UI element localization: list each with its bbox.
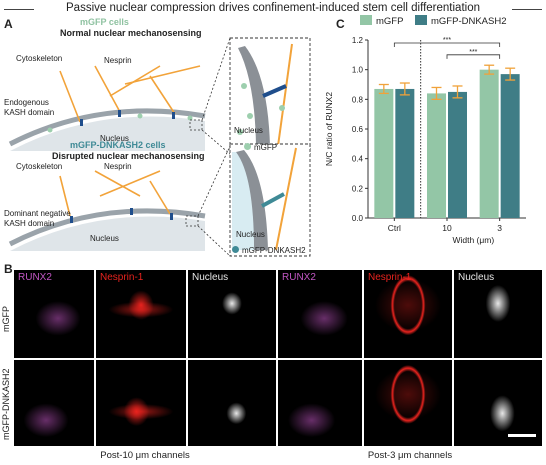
- panel-a-label: A: [4, 17, 13, 31]
- micrograph-0-1: Nesprin-1: [96, 270, 186, 358]
- bottom-nuclear-envelope: [8, 208, 206, 247]
- bottom-zoom-nucleus-label: Nucleus: [236, 230, 265, 239]
- micrograph-0-4: Nesprin-1: [364, 270, 452, 358]
- row-label-0: mGFP: [1, 306, 11, 332]
- title-rule-right: [512, 9, 542, 10]
- legend-swatch-0: [360, 15, 372, 25]
- micrograph-1-2: [188, 360, 276, 446]
- bar-mGFP-10: [427, 93, 446, 218]
- top-cell-type: mGFP cells: [80, 17, 129, 27]
- micrograph-0-3: RUNX2: [278, 270, 362, 358]
- figure-title: Passive nuclear compression drives confi…: [66, 2, 480, 14]
- bottom-nesprin-label: Nesprin: [104, 162, 132, 171]
- bottom-cell-type: mGFP-DNKASH2 cells: [70, 140, 166, 150]
- channel-label-4: Nesprin-1: [368, 272, 412, 283]
- bar-mGFP-DNKASH2-10: [448, 91, 467, 218]
- micrograph-1-3: [278, 360, 362, 446]
- channel-label-5: Nucleus: [458, 272, 495, 283]
- micrograph-0-0: RUNX2: [14, 270, 94, 358]
- legend-swatch-1: [415, 15, 427, 25]
- bottom-nucleus-label: Nucleus: [90, 234, 119, 243]
- significance-bracket: [393, 42, 501, 47]
- top-zoom-legend: mGFP: [244, 143, 277, 152]
- significance-bracket: [446, 54, 501, 59]
- bar-mGFP-DNKASH2-3: [500, 74, 520, 218]
- significance-label: ***: [443, 37, 451, 44]
- row-label-1: mGFP-DNKASH2: [1, 368, 11, 440]
- micrograph-1-1: [96, 360, 186, 446]
- scale-bar: [508, 434, 536, 437]
- top-nucleus-label: Nucleus: [100, 134, 129, 143]
- x-tick-label: 10: [442, 223, 452, 233]
- top-nuclear-envelope: [8, 108, 206, 147]
- top-nesprin-markers: [80, 110, 175, 126]
- bottom-cytoskeleton: [59, 170, 171, 217]
- micrograph-0-5: Nucleus: [454, 270, 542, 358]
- bottom-nucleus-shape: [10, 216, 205, 251]
- x-tick-label: 3: [497, 223, 502, 233]
- bottom-zoom-legend: mGFP-DNKASH2: [232, 246, 306, 255]
- bar-mGFP-3: [479, 69, 499, 218]
- top-nucleus-shape: [10, 116, 205, 151]
- panel-c-label: C: [336, 17, 345, 31]
- significance-label: ***: [469, 49, 477, 56]
- y-tick-label: 1.0: [352, 66, 364, 75]
- bottom-cytoskeleton-label: Cytoskeleton: [16, 162, 63, 171]
- title-rule-left: [4, 9, 34, 10]
- y-axis-label: N/C ratio of RUNX2: [324, 92, 334, 166]
- top-cytoskeleton: [59, 65, 201, 123]
- micrograph-grid: RUNX2 Nesprin-1 Nucleus RUNX2 Nesprin-1 Nucle…: [0, 262, 546, 465]
- group-label-0: Post-10 μm channels: [100, 450, 190, 461]
- bottom-heading: Disrupted nuclear mechanosensing: [52, 151, 205, 161]
- top-heading: Normal nuclear mechanosensing: [60, 28, 202, 38]
- legend-label-0: mGFP: [376, 16, 403, 27]
- top-kash-label: Endogenous KASH domain: [4, 98, 55, 117]
- top-gfp-dots: [47, 113, 193, 133]
- nc-ratio-chart: mGFP mGFP-DNKASH2 0.0 0.2 0.4 0.6 0.8 1.0 1.2 N/C…: [324, 15, 526, 245]
- bar-mGFP-DNKASH2-Ctrl: [395, 88, 415, 218]
- top-cytoskeleton-label: Cytoskeleton: [16, 54, 63, 63]
- micrograph-1-4: [364, 360, 452, 446]
- y-tick-label: 0.8: [352, 95, 364, 104]
- top-zoom-envelope: [238, 46, 270, 146]
- y-tick-label: 0.6: [352, 125, 364, 134]
- micrograph-0-2: Nucleus: [188, 270, 276, 358]
- legend-label-1: mGFP-DNKASH2: [431, 16, 506, 27]
- micrograph-1-5: [454, 360, 542, 446]
- top-nesprin-label: Nesprin: [104, 56, 132, 65]
- channel-label-1: Nesprin-1: [100, 272, 144, 283]
- bottom-kash-label: Dominant negative KASH domain: [4, 209, 71, 228]
- channel-label-0: RUNX2: [18, 272, 52, 283]
- micrograph-1-0: [14, 360, 94, 446]
- group-label-1: Post-3 μm channels: [367, 450, 453, 461]
- y-tick-label: 0.2: [352, 184, 364, 193]
- y-tick-label: 0.0: [352, 214, 364, 223]
- channel-label-2: Nucleus: [192, 272, 229, 283]
- y-tick-label: 1.2: [352, 36, 364, 45]
- top-zoom-nucleus-label: Nucleus: [234, 126, 263, 135]
- panel-b-label: B: [4, 262, 13, 276]
- bar-mGFP-Ctrl: [374, 88, 394, 218]
- panel-a-illustration: [8, 37, 311, 257]
- x-tick-label: Ctrl: [388, 223, 401, 233]
- x-axis-label: Width (μm): [452, 235, 494, 245]
- y-tick-label: 0.4: [352, 155, 364, 164]
- channel-label-3: RUNX2: [282, 272, 316, 283]
